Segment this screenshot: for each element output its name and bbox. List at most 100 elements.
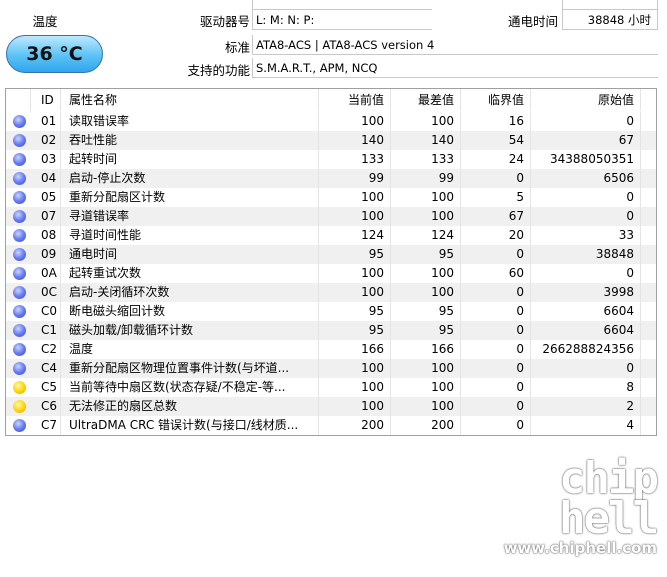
- raw-cell: 67: [531, 131, 641, 150]
- current-cell: 95: [319, 245, 391, 264]
- features-field: S.M.A.R.T., APM, NCQ: [252, 58, 658, 78]
- threshold-cell: 0: [461, 169, 531, 188]
- current-cell: 95: [319, 321, 391, 340]
- table-row[interactable]: 05 重新分配扇区计数 100 100 5 0: [6, 188, 656, 207]
- status-blue-icon: [13, 286, 26, 299]
- name-cell: 吞吐性能: [61, 131, 319, 150]
- table-row[interactable]: C2 温度 166 166 0 266288824356: [6, 340, 656, 359]
- status-cell: [6, 264, 31, 283]
- table-row[interactable]: C0 断电磁头缩回计数 95 95 0 6604: [6, 302, 656, 321]
- status-cell: [6, 169, 31, 188]
- power-on-field: 38848 小时: [562, 10, 658, 30]
- table-row[interactable]: 02 吞吐性能 140 140 54 67: [6, 131, 656, 150]
- worst-cell: 100: [391, 359, 461, 378]
- raw-cell: 0: [531, 112, 641, 131]
- threshold-cell: 0: [461, 340, 531, 359]
- threshold-cell: 0: [461, 245, 531, 264]
- name-cell: 当前等待中扇区数(状态存疑/不稳定-等...: [61, 378, 319, 397]
- threshold-cell: 0: [461, 321, 531, 340]
- table-row[interactable]: 01 读取错误率 100 100 16 0: [6, 112, 656, 131]
- standard-label: 标准: [224, 40, 250, 55]
- table-row[interactable]: 04 启动-停止次数 99 99 0 6506: [6, 169, 656, 188]
- id-cell: 03: [31, 150, 61, 169]
- name-cell: 启动-关闭循环次数: [61, 283, 319, 302]
- raw-cell: 266288824356: [531, 340, 641, 359]
- status-blue-icon: [13, 324, 26, 337]
- table-row[interactable]: 08 寻道时间性能 124 124 20 33: [6, 226, 656, 245]
- name-cell: 启动-停止次数: [61, 169, 319, 188]
- table-row[interactable]: C6 无法修正的扇区总数 100 100 0 2: [6, 397, 656, 416]
- drive-letter-label: 驱动器号: [199, 14, 250, 29]
- status-blue-icon: [13, 248, 26, 261]
- table-row[interactable]: C7 UltraDMA CRC 错误计数(与接口/线材质... 200 200 …: [6, 416, 656, 435]
- table-row[interactable]: 09 通电时间 95 95 0 38848: [6, 245, 656, 264]
- smart-table[interactable]: ID 属性名称 当前值 最差值 临界值 原始值 01 读取错误率 100 100…: [5, 88, 657, 436]
- id-cell: 08: [31, 226, 61, 245]
- table-row[interactable]: C1 磁头加载/卸载循环计数 95 95 0 6604: [6, 321, 656, 340]
- worst-cell: 200: [391, 416, 461, 435]
- raw-cell: 3998: [531, 283, 641, 302]
- current-cell: 100: [319, 283, 391, 302]
- header-name[interactable]: 属性名称: [61, 89, 319, 111]
- raw-cell: 0: [531, 359, 641, 378]
- current-cell: 166: [319, 340, 391, 359]
- threshold-cell: 0: [461, 416, 531, 435]
- id-cell: 01: [31, 112, 61, 131]
- status-yellow-icon: [13, 400, 26, 413]
- worst-cell: 124: [391, 226, 461, 245]
- raw-cell: 0: [531, 264, 641, 283]
- id-cell: 05: [31, 188, 61, 207]
- status-blue-icon: [13, 419, 26, 432]
- name-cell: 寻道错误率: [61, 207, 319, 226]
- table-row[interactable]: C5 当前等待中扇区数(状态存疑/不稳定-等... 100 100 0 8: [6, 378, 656, 397]
- id-cell: C4: [31, 359, 61, 378]
- threshold-cell: 0: [461, 397, 531, 416]
- threshold-cell: 54: [461, 131, 531, 150]
- name-cell: 磁头加载/卸载循环计数: [61, 321, 319, 340]
- current-cell: 100: [319, 207, 391, 226]
- status-cell: [6, 131, 31, 150]
- name-cell: 起转时间: [61, 150, 319, 169]
- current-cell: 100: [319, 112, 391, 131]
- name-cell: UltraDMA CRC 错误计数(与接口/线材质...: [61, 416, 319, 435]
- status-yellow-icon: [13, 381, 26, 394]
- header-worst[interactable]: 最差值: [391, 89, 461, 111]
- table-row[interactable]: 03 起转时间 133 133 24 34388050351: [6, 150, 656, 169]
- id-cell: 0A: [31, 264, 61, 283]
- table-row[interactable]: 0C 启动-关闭循环次数 100 100 0 3998: [6, 283, 656, 302]
- features-label: 支持的功能: [187, 63, 250, 78]
- raw-cell: 6506: [531, 169, 641, 188]
- status-blue-icon: [13, 191, 26, 204]
- threshold-cell: 0: [461, 359, 531, 378]
- raw-cell: 4: [531, 416, 641, 435]
- table-row[interactable]: 07 寻道错误率 100 100 67 0: [6, 207, 656, 226]
- table-row[interactable]: C4 重新分配扇区物理位置事件计数(与坏道... 100 100 0 0: [6, 359, 656, 378]
- name-cell: 寻道时间性能: [61, 226, 319, 245]
- raw-cell: 34388050351: [531, 150, 641, 169]
- worst-cell: 100: [391, 188, 461, 207]
- worst-cell: 95: [391, 302, 461, 321]
- status-blue-icon: [13, 172, 26, 185]
- table-row[interactable]: 0A 起转重试次数 100 100 60 0: [6, 264, 656, 283]
- status-cell: [6, 340, 31, 359]
- name-cell: 读取错误率: [61, 112, 319, 131]
- header-threshold[interactable]: 临界值: [461, 89, 531, 111]
- header-id[interactable]: ID: [31, 89, 61, 111]
- threshold-cell: 16: [461, 112, 531, 131]
- status-blue-icon: [13, 210, 26, 223]
- name-cell: 起转重试次数: [61, 264, 319, 283]
- header-raw[interactable]: 原始值: [531, 89, 641, 111]
- status-blue-icon: [13, 343, 26, 356]
- raw-cell: 6604: [531, 302, 641, 321]
- current-cell: 140: [319, 131, 391, 150]
- watermark-url: www.chiphell.com: [503, 539, 657, 557]
- status-blue-icon: [13, 267, 26, 280]
- current-cell: 99: [319, 169, 391, 188]
- header-status[interactable]: [6, 89, 31, 111]
- status-cell: [6, 397, 31, 416]
- header-current[interactable]: 当前值: [319, 89, 391, 111]
- drive-letter-field: L: M: N: P:: [252, 10, 432, 30]
- status-cell: [6, 283, 31, 302]
- watermark-logo: chip hell: [559, 453, 659, 544]
- id-cell: 02: [31, 131, 61, 150]
